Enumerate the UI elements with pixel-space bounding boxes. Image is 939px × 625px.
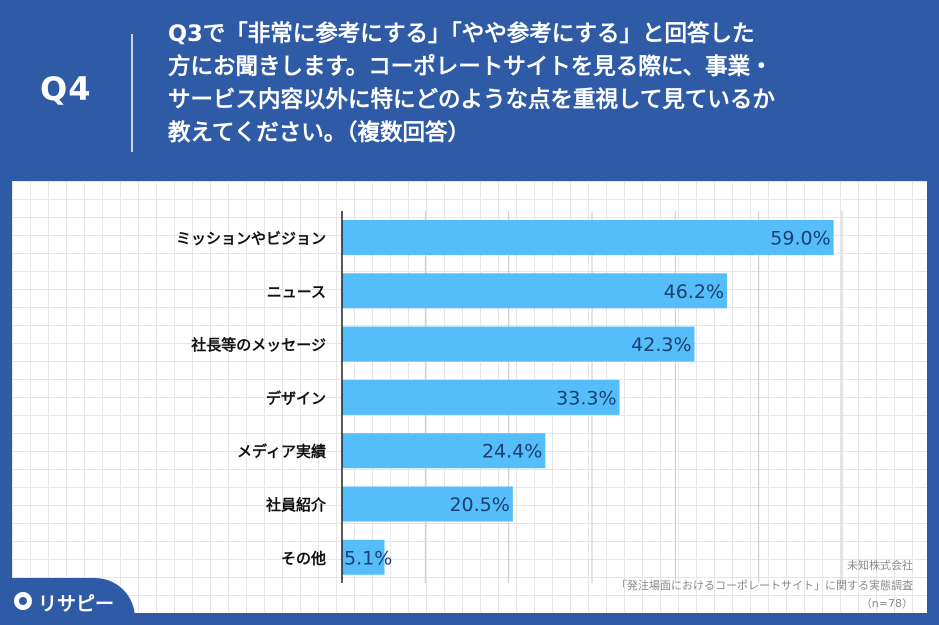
chart-panel: ミッションやビジョン 59.0% ニュース 46.2% 社長等のメッセージ 42.3% デザ…: [12, 181, 927, 613]
question-line: Q3で「非常に参考にする」「やや参考にする」と回答した: [168, 21, 755, 47]
bar: [342, 433, 546, 469]
category-label: その他: [281, 549, 326, 567]
value-label: 59.0%: [770, 228, 830, 250]
source-company: 未知株式会社: [847, 559, 913, 572]
category-label: ニュース: [267, 283, 326, 301]
logo-text: リサピー: [38, 593, 115, 615]
question-text: Q3で「非常に参考にする」「やや参考にする」と回答した 方にお聞きします。コーポ…: [168, 18, 908, 150]
question-line: 教えてください。（複数回答）: [168, 120, 470, 146]
category-label: メディア実績: [237, 443, 326, 461]
bar: [342, 273, 727, 309]
question-line: サービス内容以外に特にどのような点を重視して見ているか: [168, 87, 775, 113]
bar: [342, 326, 695, 362]
value-label: 5.1%: [344, 547, 392, 569]
category-label: デザイン: [266, 389, 326, 407]
question-number: Q4: [40, 70, 92, 108]
value-label: 33.3%: [556, 387, 616, 409]
source-survey: 「発注場面におけるコーポレートサイト」に関する実態調査: [616, 579, 913, 592]
category-label: 社長等のメッセージ: [190, 336, 326, 354]
question-line: 方にお聞きします。コーポレートサイトを見る際に、事業・: [168, 54, 773, 80]
category-label: ミッションやビジョン: [176, 230, 326, 248]
source-sample: （n=78）: [860, 597, 913, 610]
category-label: 社員紹介: [265, 496, 327, 514]
value-label: 20.5%: [449, 494, 509, 516]
value-label: 46.2%: [664, 281, 724, 303]
bar-chart: ミッションやビジョン 59.0% ニュース 46.2% 社長等のメッセージ 42.3% デザ…: [176, 211, 843, 583]
value-label: 24.4%: [482, 441, 542, 463]
bar: [342, 539, 385, 575]
bar: [342, 379, 620, 415]
brand-logo: リサピー: [0, 578, 135, 625]
bar: [342, 486, 513, 522]
value-label: 42.3%: [631, 334, 691, 356]
header-divider: [131, 34, 133, 152]
risapi-logo-icon: [14, 592, 32, 610]
question-header: Q4 Q3で「非常に参考にする」「やや参考にする」と回答した 方にお聞きします。…: [0, 0, 939, 176]
bar: [342, 220, 834, 255]
